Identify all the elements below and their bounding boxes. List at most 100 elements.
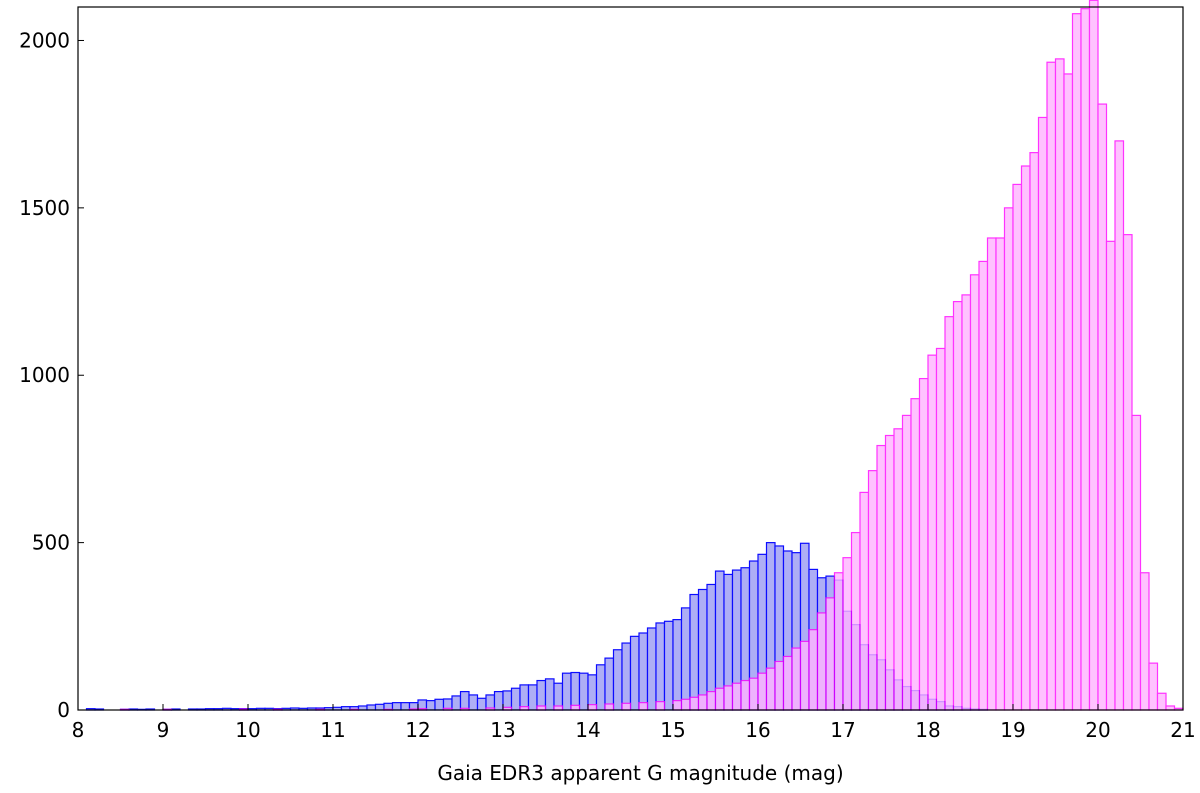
histogram-bar — [1037, 116, 1048, 711]
histogram-bar — [791, 647, 802, 711]
histogram-bar — [1071, 13, 1082, 711]
histogram-bar — [434, 698, 445, 711]
histogram-bar — [476, 697, 487, 711]
histogram-bar — [1046, 61, 1057, 711]
histogram-bar — [527, 684, 538, 711]
x-tick-label: 10 — [235, 718, 260, 742]
y-tick-label: 2000 — [19, 28, 70, 52]
histogram-bar — [638, 632, 649, 711]
histogram-bar — [451, 695, 462, 711]
histogram-bar — [782, 655, 793, 711]
histogram-bar — [672, 700, 683, 711]
histogram-bar — [536, 705, 547, 711]
histogram-bar — [986, 237, 997, 711]
histogram-bar — [1105, 240, 1116, 711]
histogram-bar — [833, 572, 844, 711]
histogram-bar — [697, 694, 708, 711]
histogram-bar — [1131, 414, 1142, 711]
x-tick-label: 12 — [405, 718, 430, 742]
x-axis-label: Gaia EDR3 apparent G magnitude (mag) — [437, 761, 843, 785]
x-tick-label: 13 — [490, 718, 515, 742]
histogram-bar — [663, 620, 674, 711]
histogram-bar — [825, 597, 836, 711]
histogram-bar — [867, 470, 878, 711]
y-axis-ticks: 0 500 1000 1500 2000 — [19, 28, 84, 722]
histogram-bar — [969, 274, 980, 711]
histogram-bar — [842, 557, 853, 711]
histogram-bar — [553, 705, 564, 711]
histogram-bar — [714, 687, 725, 711]
histogram-series-1 — [119, 0, 1184, 711]
y-tick-label: 0 — [57, 698, 70, 722]
y-tick-label: 1000 — [19, 363, 70, 387]
x-tick-label: 19 — [1000, 718, 1025, 742]
histogram-bar — [876, 444, 887, 711]
histogram-bar — [357, 705, 368, 711]
histogram-bar — [680, 607, 691, 711]
x-axis-ticks: 8 9 10 11 12 13 14 15 16 17 18 19 20 21 — [72, 704, 1196, 742]
histogram-bar — [723, 685, 734, 711]
histogram-bar — [1020, 165, 1031, 711]
histogram-bar — [1139, 572, 1150, 711]
histogram-bar — [1122, 234, 1133, 711]
histogram-bar — [1012, 183, 1023, 711]
histogram-bar — [680, 698, 691, 711]
histogram-bar — [901, 414, 912, 711]
y-tick-label: 1500 — [19, 196, 70, 220]
histogram-bar — [391, 702, 402, 711]
histogram-bar — [944, 316, 955, 711]
histogram-bar — [995, 237, 1006, 711]
histogram-bar — [961, 294, 972, 711]
histogram-bar — [859, 491, 870, 711]
histogram-bar — [1088, 0, 1099, 711]
histogram-bar — [561, 672, 572, 711]
histogram-bar — [765, 667, 776, 711]
histogram-bar — [1156, 692, 1167, 711]
histogram-bar — [1148, 662, 1159, 711]
histogram-bar — [672, 619, 683, 711]
histogram-bar — [400, 702, 411, 711]
histogram-bar — [570, 671, 581, 711]
histogram-bar — [952, 300, 963, 711]
x-tick-label: 9 — [157, 718, 170, 742]
histogram-bar — [740, 679, 751, 711]
histogram-bar — [1097, 103, 1108, 711]
histogram-bar — [646, 627, 657, 711]
histogram-bar — [459, 690, 470, 711]
x-tick-label: 16 — [745, 718, 770, 742]
histogram-bar — [893, 428, 904, 711]
histogram-bar — [629, 635, 640, 711]
x-tick-label: 17 — [830, 718, 855, 742]
histogram-bar — [425, 700, 436, 711]
histogram-bar — [604, 703, 615, 711]
histogram-bar — [587, 704, 598, 711]
histogram-bar — [595, 664, 606, 711]
histogram-bar — [774, 660, 785, 711]
histogram-bar — [816, 612, 827, 711]
histogram-bar — [578, 672, 589, 711]
histogram-bar — [978, 260, 989, 711]
x-tick-label: 11 — [320, 718, 345, 742]
histogram-bar — [468, 694, 479, 711]
histogram-bar — [808, 629, 819, 711]
histogram-bar — [612, 649, 623, 711]
histogram-bar — [655, 622, 666, 711]
histogram-bar — [1054, 58, 1065, 711]
histogram-bar — [1063, 73, 1074, 711]
histogram-bar — [510, 687, 521, 711]
histogram-bar — [1080, 8, 1091, 711]
histogram-bar — [706, 690, 717, 711]
y-tick-label: 500 — [32, 531, 70, 555]
histogram-bar — [689, 696, 700, 711]
histogram-bar — [918, 377, 929, 711]
histogram-bar — [748, 677, 759, 711]
histogram-bar — [935, 347, 946, 711]
x-tick-label: 20 — [1085, 718, 1110, 742]
histogram-bar — [621, 642, 632, 711]
histogram-bars — [85, 0, 1184, 711]
histogram-bar — [493, 690, 504, 711]
histogram-bar — [799, 640, 810, 711]
x-tick-label: 14 — [575, 718, 600, 742]
plot-frame — [77, 6, 1184, 711]
